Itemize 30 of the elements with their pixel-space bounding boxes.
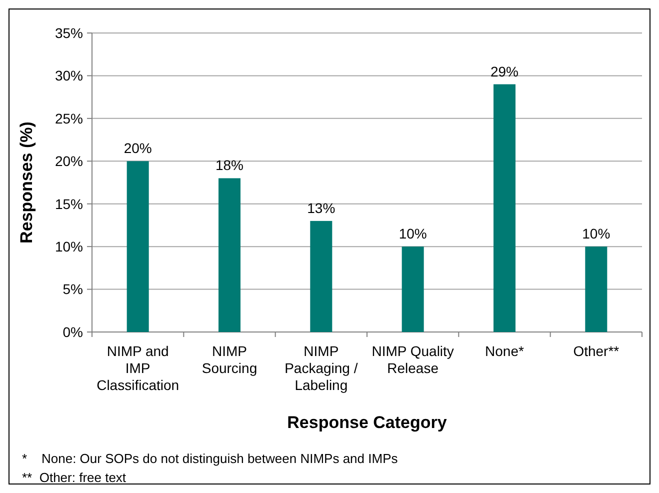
bar: [494, 84, 516, 332]
bar: [310, 220, 332, 332]
x-tick-label: NIMP Quality Release: [372, 343, 454, 376]
data-label: 29%: [490, 63, 519, 80]
x-tick-label: NIMP Packaging / Labeling: [284, 343, 358, 393]
text: * None: Our SOPs do not distinguish between NIMPs and IMPs: [22, 451, 398, 466]
bar: [402, 246, 424, 332]
y-tick-label: 5%: [62, 281, 83, 298]
bar: [585, 246, 608, 332]
data-label: 20%: [124, 140, 152, 156]
y-axis-title: Responses (%): [17, 122, 36, 244]
x-tick-label: NIMP and IMP Classification: [96, 343, 180, 393]
x-tick-label: None*: [485, 343, 525, 359]
data-label: 18%: [215, 157, 244, 174]
data-label: 10%: [398, 226, 427, 242]
y-tick-label: 15%: [54, 196, 83, 212]
y-tick-label: 35%: [54, 24, 83, 41]
x-tick-label: Other**: [573, 343, 620, 359]
y-tick-label: 25%: [54, 110, 83, 126]
data-label: 10%: [582, 226, 610, 242]
bar: [126, 161, 149, 332]
x-tick-label: NIMP Sourcing: [202, 343, 258, 376]
y-tick-label: 10%: [54, 238, 83, 254]
x-axis-title: Response Category: [287, 413, 448, 432]
y-tick-label: 30%: [54, 68, 83, 84]
text: ** Other: free text: [22, 470, 126, 485]
y-tick-label: 20%: [54, 153, 83, 170]
y-tick-label: 0%: [62, 324, 83, 340]
bar: [218, 178, 240, 332]
data-label: 13%: [307, 200, 336, 216]
